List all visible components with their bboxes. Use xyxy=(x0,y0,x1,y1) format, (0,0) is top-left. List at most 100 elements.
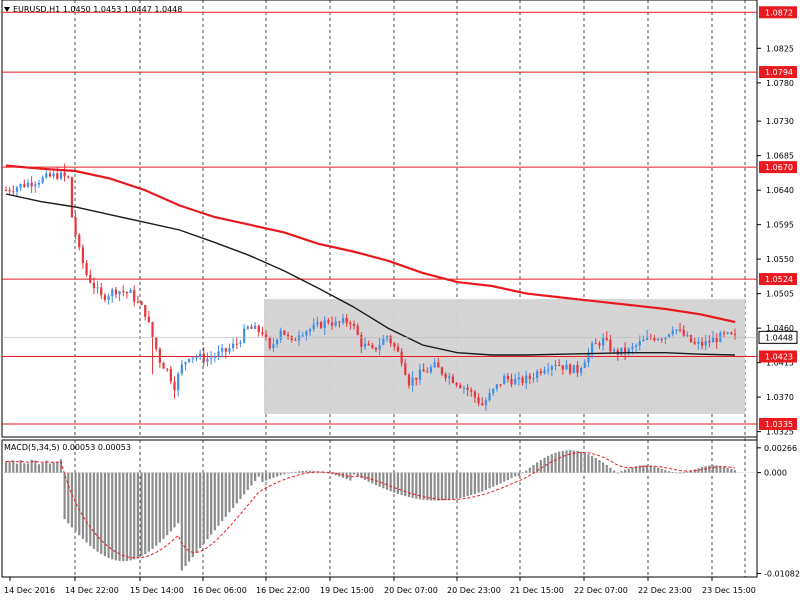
macd-bar xyxy=(437,472,440,501)
macd-tick-label: 0.00266 xyxy=(764,444,797,453)
candle-body xyxy=(638,341,641,346)
candle-body xyxy=(341,318,345,323)
macd-bar xyxy=(37,464,41,473)
macd-bar xyxy=(103,472,107,557)
candle-body xyxy=(722,332,726,334)
time-tick-label: 22 Dec 07:00 xyxy=(574,586,628,595)
candle-body xyxy=(19,184,22,188)
candle-body xyxy=(239,342,242,344)
macd-bar xyxy=(319,471,323,473)
macd-bar xyxy=(547,455,550,473)
price-tick-label: 1.0595 xyxy=(766,221,794,230)
candle-body xyxy=(261,332,264,335)
macd-bar xyxy=(422,472,425,500)
price-tick-label: 1.0325 xyxy=(766,428,794,437)
candle-body xyxy=(462,387,466,389)
candle-body xyxy=(671,330,674,335)
price-tick-label: 1.0640 xyxy=(766,186,794,195)
time-tick-label: 19 Dec 15:00 xyxy=(320,586,374,595)
candle-body xyxy=(558,365,561,367)
macd-bar xyxy=(378,472,381,487)
candle-body xyxy=(286,334,290,337)
candle-body xyxy=(92,282,96,289)
candle-body xyxy=(616,349,619,355)
macd-bar xyxy=(367,472,370,482)
candle-body xyxy=(111,289,114,297)
candle-body xyxy=(202,353,205,362)
candle-body xyxy=(221,348,224,352)
candle-body xyxy=(275,339,279,345)
macd-bar xyxy=(554,452,557,473)
candle-body xyxy=(389,336,392,344)
candle-body xyxy=(338,321,341,323)
macd-bar xyxy=(499,472,502,484)
candle-body xyxy=(67,176,70,178)
candle-body xyxy=(613,349,616,352)
candle-body xyxy=(158,348,161,363)
candle-body xyxy=(576,364,579,373)
candle-body xyxy=(210,357,213,359)
candle-body xyxy=(188,358,191,363)
candle-body xyxy=(70,177,74,218)
macd-bar xyxy=(334,472,337,476)
chevron-down-icon[interactable] xyxy=(4,7,10,12)
candle-body xyxy=(268,337,271,349)
macd-bar xyxy=(697,468,700,473)
candle-body xyxy=(217,351,220,357)
candle-body xyxy=(48,173,52,177)
macd-bar xyxy=(371,472,374,484)
macd-bar xyxy=(272,472,275,478)
macd-bar xyxy=(107,472,110,558)
macd-bar xyxy=(591,455,594,473)
candle-body xyxy=(418,369,422,380)
candle-body xyxy=(473,391,477,398)
candle-body xyxy=(715,337,718,343)
candle-body xyxy=(352,323,356,326)
macd-bar xyxy=(733,470,737,473)
candle-body xyxy=(539,371,542,374)
candle-body xyxy=(147,316,150,323)
candle-body xyxy=(521,377,524,384)
macd-bar xyxy=(202,472,205,544)
macd-bar xyxy=(660,468,663,473)
macd-bar xyxy=(136,472,139,558)
candle-body xyxy=(730,332,733,335)
candle-body xyxy=(56,173,59,179)
macd-bar xyxy=(722,466,726,473)
candle-body xyxy=(166,368,169,370)
macd-bar xyxy=(4,461,8,473)
time-tick-label: 23 Dec 15:00 xyxy=(702,586,756,595)
macd-bar xyxy=(418,472,422,500)
macd-bar xyxy=(52,462,55,473)
candle-body xyxy=(503,375,506,385)
macd-bar xyxy=(312,470,315,473)
macd-bar xyxy=(23,463,26,473)
candle-body xyxy=(700,341,704,346)
macd-bar xyxy=(235,472,238,504)
macd-bar xyxy=(323,472,326,474)
candle-body xyxy=(440,367,444,374)
candle-body xyxy=(506,375,509,379)
candle-body xyxy=(8,190,11,192)
macd-bar xyxy=(609,467,612,473)
candle-body xyxy=(587,352,590,363)
candle-body xyxy=(114,289,117,295)
candle-body xyxy=(415,377,418,380)
candle-body xyxy=(345,318,348,323)
macd-bar xyxy=(539,460,542,473)
price-level-tag-label: 1.0670 xyxy=(765,163,793,172)
macd-signal-line xyxy=(5,451,736,559)
candle-body xyxy=(63,172,66,177)
macd-bar xyxy=(404,472,407,497)
candle-body xyxy=(547,369,550,371)
macd-bar xyxy=(338,472,341,477)
candle-body xyxy=(624,347,627,354)
macd-bar xyxy=(686,471,689,473)
macd-bar xyxy=(59,459,63,473)
candle-body xyxy=(404,363,407,375)
macd-bar xyxy=(411,472,414,498)
macd-bar xyxy=(561,450,564,473)
macd-bar xyxy=(653,466,656,473)
